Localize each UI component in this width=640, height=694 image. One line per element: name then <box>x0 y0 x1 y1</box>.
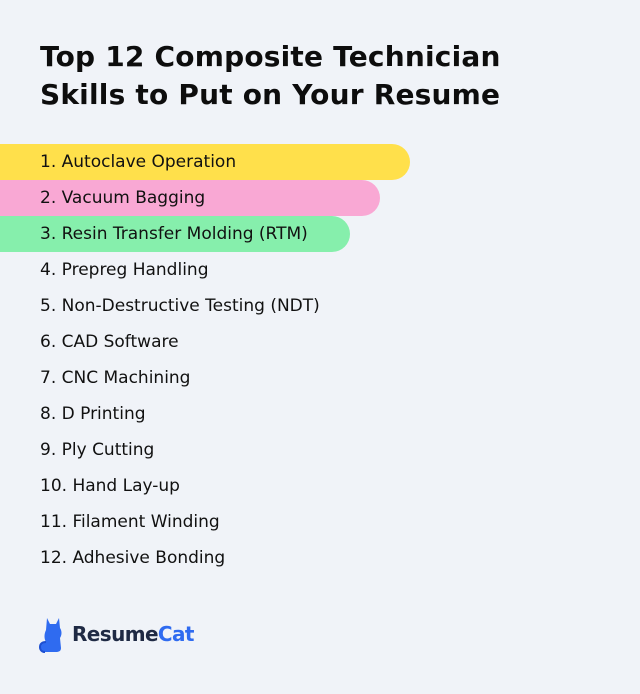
skill-label: 3. Resin Transfer Molding (RTM) <box>40 224 308 244</box>
skill-label: 2. Vacuum Bagging <box>40 188 206 208</box>
brand-name-part2: Cat <box>157 622 195 646</box>
skill-item-3: 3. Resin Transfer Molding (RTM) <box>0 216 351 252</box>
skill-item-5: 5. Non-Destructive Testing (NDT) <box>0 288 640 324</box>
skill-item-4: 4. Prepreg Handling <box>0 252 640 288</box>
skill-item-12: 12. Adhesive Bonding <box>0 540 640 576</box>
skill-label: 11. Filament Winding <box>40 512 220 532</box>
title-line-1: Top 12 Composite Technician <box>40 40 501 73</box>
skill-item-1: 1. Autoclave Operation <box>0 144 410 180</box>
skill-item-2: 2. Vacuum Bagging <box>0 180 381 216</box>
skill-label: 9. Ply Cutting <box>40 440 155 460</box>
brand-name-part1: Resume <box>72 622 159 646</box>
skill-item-7: 7. CNC Machining <box>0 360 640 396</box>
page-title: Top 12 Composite Technician Skills to Pu… <box>40 38 600 114</box>
skill-label: 4. Prepreg Handling <box>40 260 209 280</box>
brand-name: ResumeCat <box>72 622 194 646</box>
skills-list: 1. Autoclave Operation 2. Vacuum Bagging… <box>0 144 640 576</box>
skill-label: 12. Adhesive Bonding <box>40 548 226 568</box>
brand-logo: ResumeCat <box>38 614 194 654</box>
skill-label: 1. Autoclave Operation <box>40 152 237 172</box>
skill-label: 7. CNC Machining <box>40 368 191 388</box>
skill-label: 6. CAD Software <box>40 332 179 352</box>
skill-item-8: 8. D Printing <box>0 396 640 432</box>
skill-label: 8. D Printing <box>40 404 146 424</box>
skill-label: 10. Hand Lay-up <box>40 476 180 496</box>
skill-item-6: 6. CAD Software <box>0 324 640 360</box>
title-line-2: Skills to Put on Your Resume <box>40 78 501 111</box>
cat-icon <box>38 618 62 653</box>
skill-label: 5. Non-Destructive Testing (NDT) <box>40 296 320 316</box>
skill-item-11: 11. Filament Winding <box>0 504 640 540</box>
skill-item-9: 9. Ply Cutting <box>0 432 640 468</box>
skill-item-10: 10. Hand Lay-up <box>0 468 640 504</box>
